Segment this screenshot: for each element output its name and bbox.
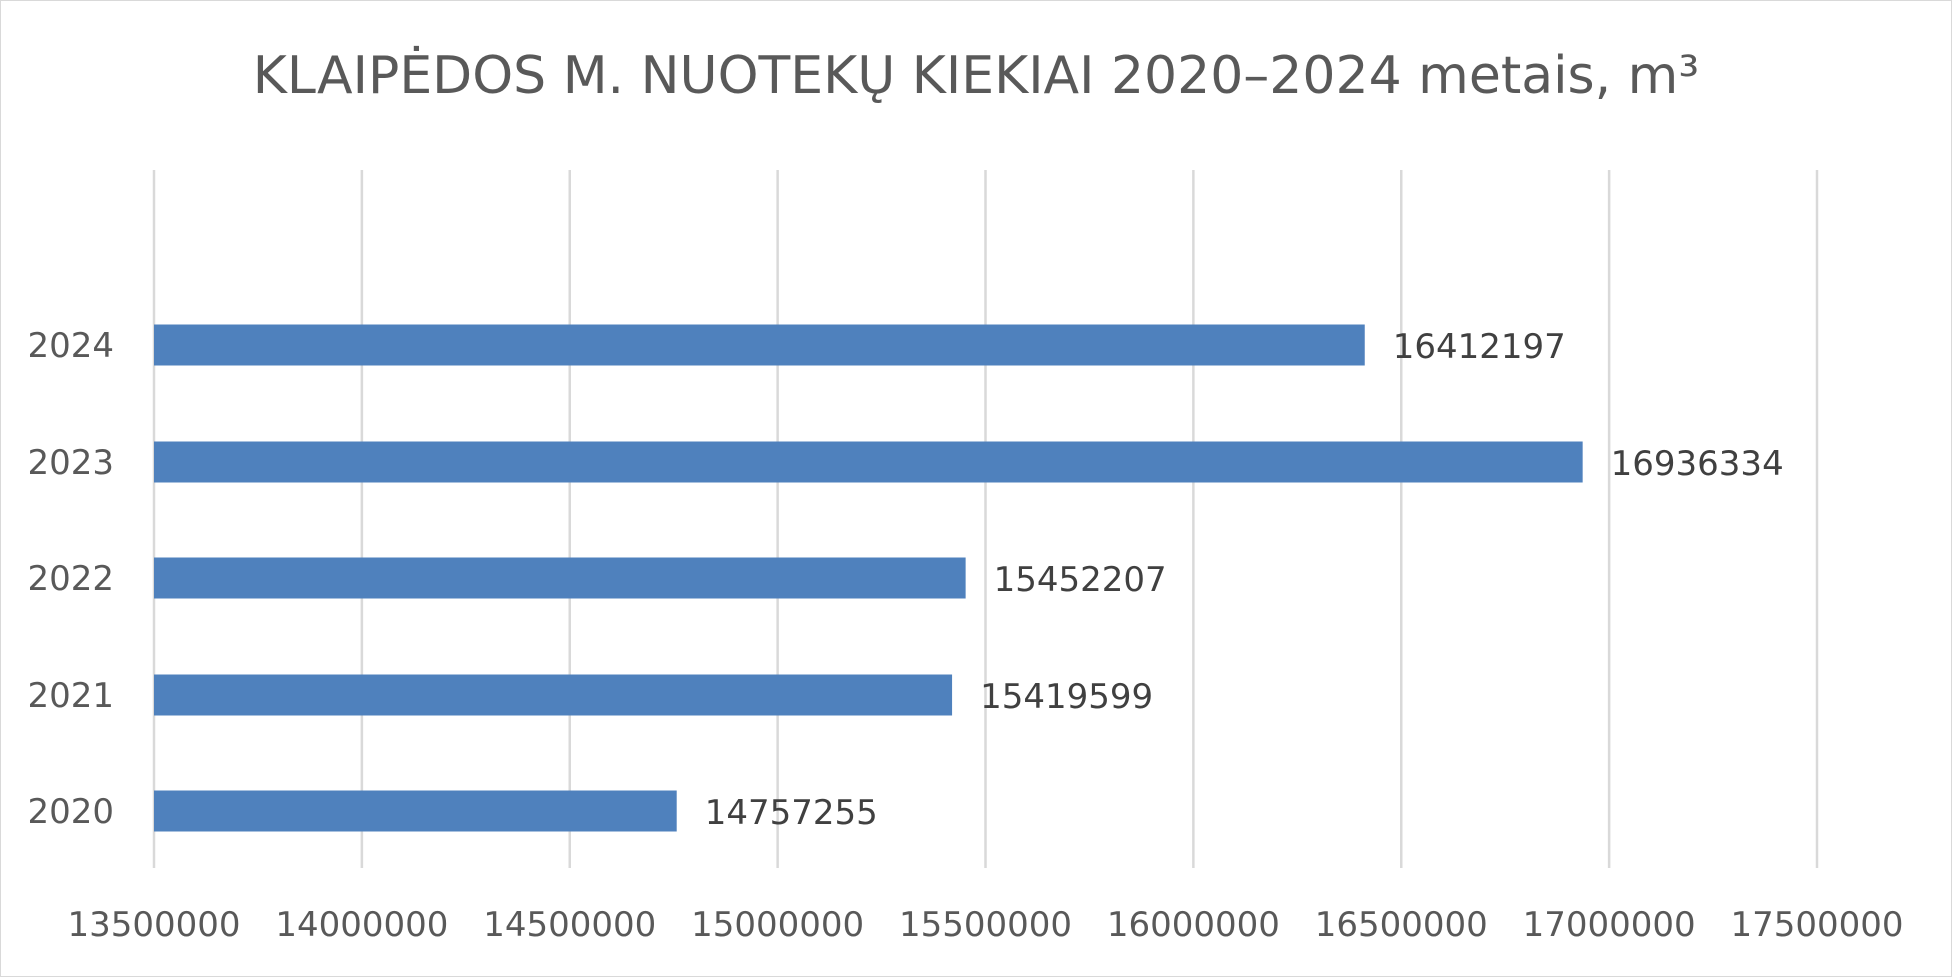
category-label-2024: 2024 [27,326,114,366]
category-label-2020: 2020 [27,792,114,832]
bar-2022 [154,557,966,599]
x-tick-label-6: 16500000 [1315,905,1488,945]
x-tick-label-8: 17500000 [1730,905,1903,945]
x-tick-label-0: 13500000 [67,905,240,945]
x-tick-label-4: 15500000 [899,905,1072,945]
bar-2020 [154,790,677,832]
x-tick-label-2: 14500000 [483,905,656,945]
bar-2023 [154,441,1583,483]
x-tick-label-5: 16000000 [1107,905,1280,945]
x-tick-label-3: 15000000 [691,905,864,945]
data-label-2022: 15452207 [994,560,1167,600]
chart-title: KLAIPĖDOS M. NUOTEKŲ KIEKIAI 2020–2024 m… [252,46,1700,106]
bar-2021 [154,674,953,716]
category-label-2022: 2022 [27,559,114,599]
data-label-2020: 14757255 [705,793,878,833]
bar-2024 [154,324,1365,366]
data-label-2023: 16936334 [1611,444,1784,484]
data-label-2024: 16412197 [1393,327,1566,367]
data-label-2021: 15419599 [980,677,1153,717]
x-tick-label-1: 14000000 [275,905,448,945]
x-tick-label-7: 17000000 [1523,905,1696,945]
category-label-2023: 2023 [27,443,114,483]
category-label-2021: 2021 [27,676,114,716]
